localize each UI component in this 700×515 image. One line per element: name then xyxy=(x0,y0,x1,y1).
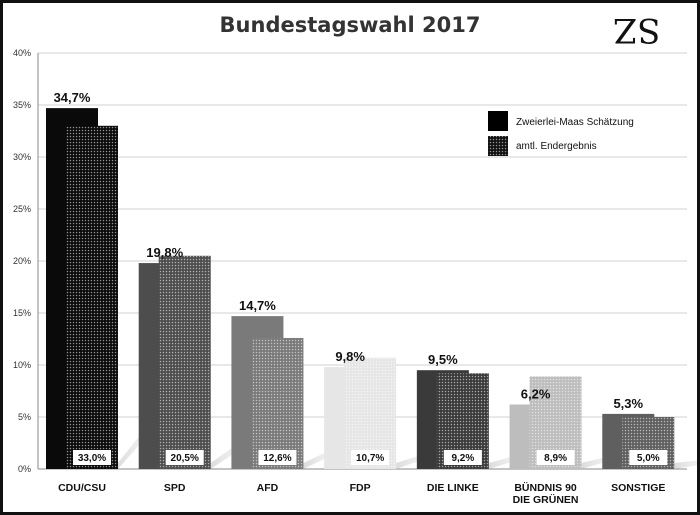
x-category-label: DIE GRÜNEN xyxy=(513,493,579,506)
legend-label-official: amtl. Endergebnis xyxy=(516,141,597,152)
data-label-box xyxy=(443,450,482,465)
data-label-official: 20,5% xyxy=(171,453,199,464)
y-tick-label: 15% xyxy=(13,308,31,318)
data-labels: 34,7% 33,0% 19,8% 20,5% 14,7% 12,6% 9,8% 10,7% 9… xyxy=(54,90,668,465)
y-tick-label: 35% xyxy=(13,100,31,110)
data-label-official: 8,9% xyxy=(544,453,567,464)
data-label-official: 12,6% xyxy=(263,453,291,464)
y-tick-label: 40% xyxy=(13,48,31,58)
y-tick-label: 0% xyxy=(18,464,31,474)
legend: Zweierlei-Maas Schätzung amtl. Endergebn… xyxy=(488,111,634,156)
bar-official-pattern xyxy=(66,125,118,470)
data-label-box xyxy=(351,450,390,465)
bars xyxy=(46,108,675,470)
y-axis-ticks: 0% 5% 10% 15% 20% 25% 30% 35% 40% xyxy=(13,48,31,474)
y-tick-label: 20% xyxy=(13,256,31,266)
data-label-estimate: 19,8% xyxy=(146,245,183,260)
x-category-label: BÜNDNIS 90 xyxy=(514,481,577,494)
chart-title: Bundestagswahl 2017 xyxy=(220,13,481,37)
y-tick-label: 10% xyxy=(13,360,31,370)
data-label-official: 33,0% xyxy=(78,453,106,464)
x-category-label: CDU/CSU xyxy=(58,482,106,494)
x-category-label: SPD xyxy=(164,482,186,494)
data-label-estimate: 34,7% xyxy=(54,90,91,105)
data-label-box xyxy=(536,450,575,465)
data-label-official: 10,7% xyxy=(356,453,384,464)
bar-official-pattern xyxy=(158,255,211,469)
data-label-box xyxy=(629,450,668,465)
data-label-official: 9,2% xyxy=(451,453,474,464)
y-tick-label: 25% xyxy=(13,204,31,214)
chart-canvas: Bundestagswahl 2017 SZ 0% 5% 10% 15% 20% 25% 3… xyxy=(13,10,697,506)
legend-label-estimate: Zweierlei-Maas Schätzung xyxy=(516,117,634,128)
data-label-estimate: 6,2% xyxy=(521,387,551,402)
data-label-estimate: 9,8% xyxy=(335,349,365,364)
sz-logo: SZ xyxy=(614,10,661,50)
data-label-estimate: 5,3% xyxy=(613,396,643,411)
x-category-label: SONSTIGE xyxy=(611,482,665,494)
data-label-box xyxy=(165,450,204,465)
bar-official-pattern xyxy=(251,337,304,469)
x-category-label: DIE LINKE xyxy=(427,482,479,494)
data-label-official: 5,0% xyxy=(637,453,660,464)
y-tick-label: 30% xyxy=(13,152,31,162)
legend-swatch-official-pattern xyxy=(488,136,508,156)
data-label-box xyxy=(258,450,297,465)
data-label-box xyxy=(73,450,111,465)
y-tick-label: 5% xyxy=(18,412,31,422)
bar-shadow xyxy=(210,422,281,469)
legend-swatch-estimate xyxy=(488,111,508,131)
x-category-label: AFD xyxy=(257,482,279,494)
x-category-label: FDP xyxy=(350,482,371,494)
data-label-estimate: 9,5% xyxy=(428,352,458,367)
bar-shadow xyxy=(674,460,697,469)
data-label-estimate: 14,7% xyxy=(239,298,276,313)
